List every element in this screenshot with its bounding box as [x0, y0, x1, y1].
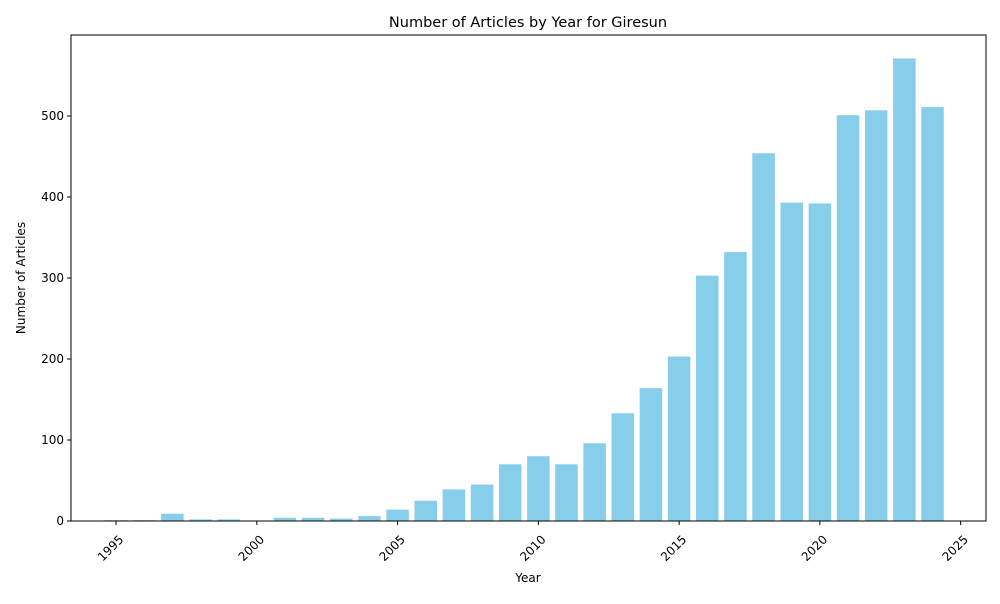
- y-axis-ticks: 0 100 200 300 400 500: [41, 109, 71, 528]
- x-tick-label: 2020: [799, 532, 830, 563]
- bar-1999: [217, 519, 240, 521]
- bar-2014: [639, 388, 663, 521]
- bar-2006: [414, 500, 437, 521]
- x-tick-label: 1995: [95, 532, 126, 563]
- x-tick-label: 2015: [658, 532, 689, 563]
- bar-2001: [273, 517, 297, 521]
- bar-2021: [836, 115, 860, 521]
- bar-2020: [808, 203, 832, 522]
- x-tick-label: 2010: [517, 532, 548, 563]
- bar-2009: [498, 464, 522, 521]
- bar-2004: [358, 516, 381, 521]
- bar-2005: [386, 509, 409, 521]
- chart-title: Number of Articles by Year for Giresun: [389, 15, 667, 31]
- bar-2018: [752, 153, 775, 521]
- bar-2002: [301, 517, 325, 521]
- x-axis-ticks: 1995 2000 2005 2010 2015 2020 2025: [95, 521, 971, 564]
- bar-2012: [583, 443, 606, 521]
- bar-2019: [780, 202, 803, 522]
- bar-2010: [527, 456, 550, 521]
- bar-2024: [921, 107, 944, 521]
- bars-group: [104, 58, 944, 522]
- bar-2003: [330, 518, 353, 521]
- y-tick-label: 100: [41, 433, 64, 447]
- bar-2017: [724, 252, 747, 521]
- bar-1998: [189, 519, 212, 521]
- y-tick-label: 300: [41, 271, 64, 285]
- bar-2008: [470, 484, 494, 521]
- x-tick-label: 2025: [940, 532, 971, 563]
- bar-2016: [696, 275, 719, 521]
- bar-2007: [442, 489, 466, 521]
- y-tick-label: 200: [41, 352, 64, 366]
- bar-2011: [555, 464, 578, 521]
- bar-2023: [893, 58, 916, 522]
- bar-2013: [611, 413, 635, 521]
- y-tick-label: 500: [41, 109, 64, 123]
- bar-2022: [864, 110, 888, 521]
- x-axis-label: Year: [514, 571, 540, 585]
- x-tick-label: 2005: [376, 532, 407, 563]
- x-tick-label: 2000: [236, 532, 267, 563]
- y-tick-label: 400: [41, 190, 64, 204]
- y-tick-label: 0: [56, 514, 64, 528]
- bar-1997: [161, 513, 184, 521]
- bar-2015: [667, 356, 691, 521]
- y-axis-label: Number of Articles: [14, 222, 28, 334]
